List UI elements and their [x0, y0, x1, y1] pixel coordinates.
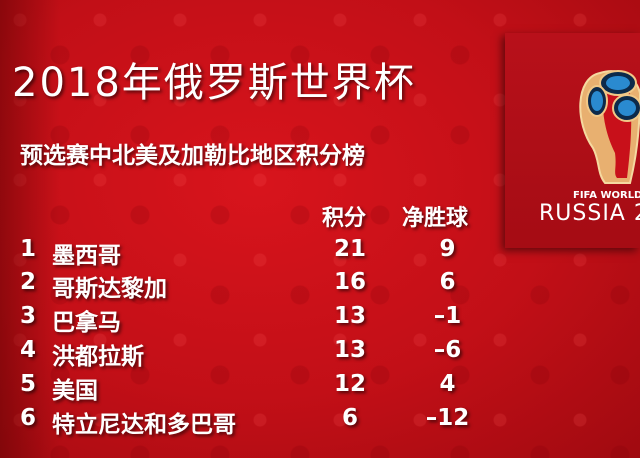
logo-text-fifa: FIFA WORLD CUP — [573, 190, 640, 201]
team-cell: 巴拿马 — [52, 310, 121, 336]
column-header-goal-difference: 净胜球 — [402, 206, 469, 231]
team-cell: 美国 — [52, 378, 98, 404]
table-row: 5 美国 12 4 — [0, 371, 520, 404]
points-cell: 13 — [333, 337, 366, 363]
goal-difference-cell: –6 — [433, 337, 462, 363]
points-cell: 16 — [333, 269, 366, 295]
table-row: 3 巴拿马 13 –1 — [0, 303, 520, 336]
team-cell: 洪都拉斯 — [52, 344, 144, 370]
rank-cell: 5 — [20, 371, 37, 397]
logo-text-russia: RUSSIA 2018 — [539, 201, 640, 226]
points-cell: 21 — [333, 236, 366, 262]
goal-difference-cell: 4 — [439, 371, 456, 397]
trophy-icon — [579, 70, 640, 184]
team-cell: 特立尼达和多巴哥 — [52, 412, 236, 438]
rank-cell: 6 — [20, 405, 37, 431]
background-shade — [0, 0, 60, 458]
goal-difference-cell: 9 — [439, 236, 456, 262]
table-row: 1 墨西哥 21 9 — [0, 236, 520, 269]
goal-difference-cell: –1 — [433, 303, 462, 329]
rank-cell: 2 — [20, 269, 37, 295]
page-title: 2018年俄罗斯世界杯 — [12, 60, 416, 106]
page-subtitle: 预选赛中北美及加勒比地区积分榜 — [20, 143, 365, 169]
team-cell: 墨西哥 — [52, 243, 121, 269]
column-header-points: 积分 — [322, 206, 367, 231]
rank-cell: 3 — [20, 303, 37, 329]
table-row: 6 特立尼达和多巴哥 6 –12 — [0, 405, 520, 438]
rank-cell: 4 — [20, 337, 37, 363]
world-cup-logo: FIFA WORLD CUP RUSSIA 2018 — [505, 33, 640, 248]
table-row: 4 洪都拉斯 13 –6 — [0, 337, 520, 370]
points-cell: 12 — [333, 371, 366, 397]
points-cell: 6 — [341, 405, 358, 431]
points-cell: 13 — [333, 303, 366, 329]
goal-difference-cell: 6 — [439, 269, 456, 295]
goal-difference-cell: –12 — [425, 405, 470, 431]
team-cell: 哥斯达黎加 — [52, 276, 167, 302]
table-row: 2 哥斯达黎加 16 6 — [0, 269, 520, 302]
rank-cell: 1 — [20, 236, 37, 262]
